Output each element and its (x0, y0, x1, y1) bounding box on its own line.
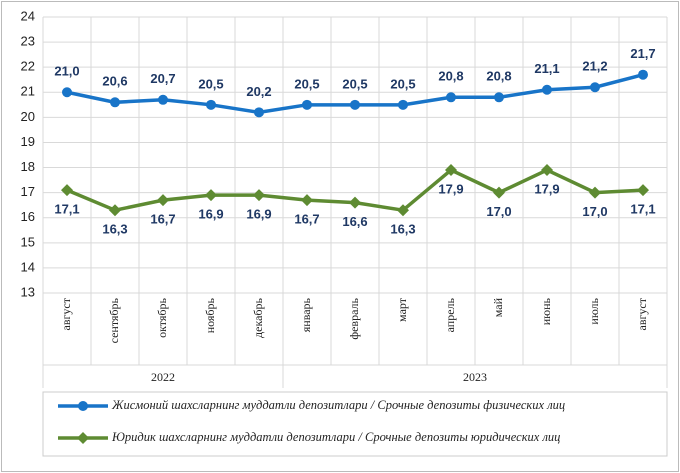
value-label: 21,0 (54, 64, 79, 79)
y-tick-label: 24 (21, 8, 35, 23)
data-point (397, 204, 409, 217)
x-tick-label: сентябрь (107, 297, 121, 343)
y-tick-label: 19 (21, 134, 35, 149)
value-label: 17,0 (486, 204, 511, 219)
data-point (253, 189, 265, 202)
x-tick-label: октябрь (155, 297, 169, 337)
value-label: 17,9 (438, 181, 463, 196)
y-tick-label: 18 (21, 159, 35, 174)
y-tick-label: 13 (21, 284, 35, 299)
y-tick-label: 21 (21, 84, 35, 99)
data-point (62, 87, 72, 98)
value-label: 20,6 (102, 74, 127, 89)
x-tick-label: январь (299, 297, 313, 332)
value-label: 16,9 (198, 207, 223, 222)
data-point (541, 164, 553, 177)
value-label: 16,9 (246, 207, 271, 222)
value-label: 17,1 (54, 202, 79, 217)
value-label: 16,7 (150, 212, 175, 227)
value-label: 16,7 (294, 212, 319, 227)
value-label: 20,8 (438, 69, 463, 84)
x-tick-label: апрель (443, 297, 457, 332)
data-point (158, 94, 168, 105)
value-label: 20,5 (342, 76, 367, 91)
legend-label: Жисмоний шахсларнинг муддатли депозитлар… (111, 398, 565, 412)
x-tick-label: декабрь (251, 297, 265, 338)
value-label: 21,7 (630, 46, 655, 61)
x-tick-label: июнь (539, 297, 553, 325)
data-point (61, 184, 73, 197)
data-point (589, 186, 601, 199)
data-point (590, 82, 600, 93)
legend-marker (78, 401, 88, 411)
y-tick-label: 15 (21, 234, 35, 249)
value-label: 20,8 (486, 69, 511, 84)
data-point (206, 99, 216, 110)
value-label: 17,1 (630, 202, 655, 217)
value-label: 17,0 (582, 204, 607, 219)
value-label: 16,6 (342, 214, 367, 229)
x-tick-label: март (395, 297, 409, 322)
value-label: 16,3 (102, 222, 127, 237)
value-label: 20,7 (150, 71, 175, 86)
data-point (109, 204, 121, 217)
legend-label: Юридик шахсларнинг муддатли депозитлари … (111, 430, 560, 444)
data-point (542, 84, 552, 95)
value-label: 21,1 (534, 61, 559, 76)
year-label: 2023 (463, 370, 487, 384)
y-tick-label: 20 (21, 109, 35, 124)
y-tick-label: 14 (21, 259, 35, 274)
data-point (110, 97, 120, 108)
data-point (493, 186, 505, 199)
data-point (349, 196, 361, 209)
data-point (637, 184, 649, 197)
legend-marker (77, 432, 89, 444)
value-label: 20,2 (246, 84, 271, 99)
year-label: 2022 (151, 370, 175, 384)
data-point (205, 189, 217, 202)
x-tick-label: ноябрь (203, 297, 217, 333)
data-point (446, 92, 456, 103)
value-label: 17,9 (534, 181, 559, 196)
data-point (398, 99, 408, 110)
x-tick-label: август (59, 297, 73, 330)
value-label: 20,5 (390, 76, 415, 91)
data-point (445, 164, 457, 177)
data-point (494, 92, 504, 103)
value-label: 20,5 (198, 76, 223, 91)
x-tick-label: июль (587, 297, 601, 324)
data-point (302, 99, 312, 110)
data-point (301, 194, 313, 207)
data-point (638, 69, 648, 80)
x-tick-label: май (491, 297, 505, 317)
value-label: 20,5 (294, 76, 319, 91)
y-tick-label: 23 (21, 34, 35, 49)
y-tick-label: 22 (21, 59, 35, 74)
legend-frame (42, 391, 668, 457)
y-tick-label: 17 (21, 184, 35, 199)
value-label: 21,2 (582, 59, 607, 74)
data-point (157, 194, 169, 207)
x-tick-label: февраль (347, 297, 361, 339)
value-label: 16,3 (390, 222, 415, 237)
data-point (254, 107, 264, 118)
data-point (350, 99, 360, 110)
x-tick-label: август (635, 297, 649, 330)
y-tick-label: 16 (21, 209, 35, 224)
